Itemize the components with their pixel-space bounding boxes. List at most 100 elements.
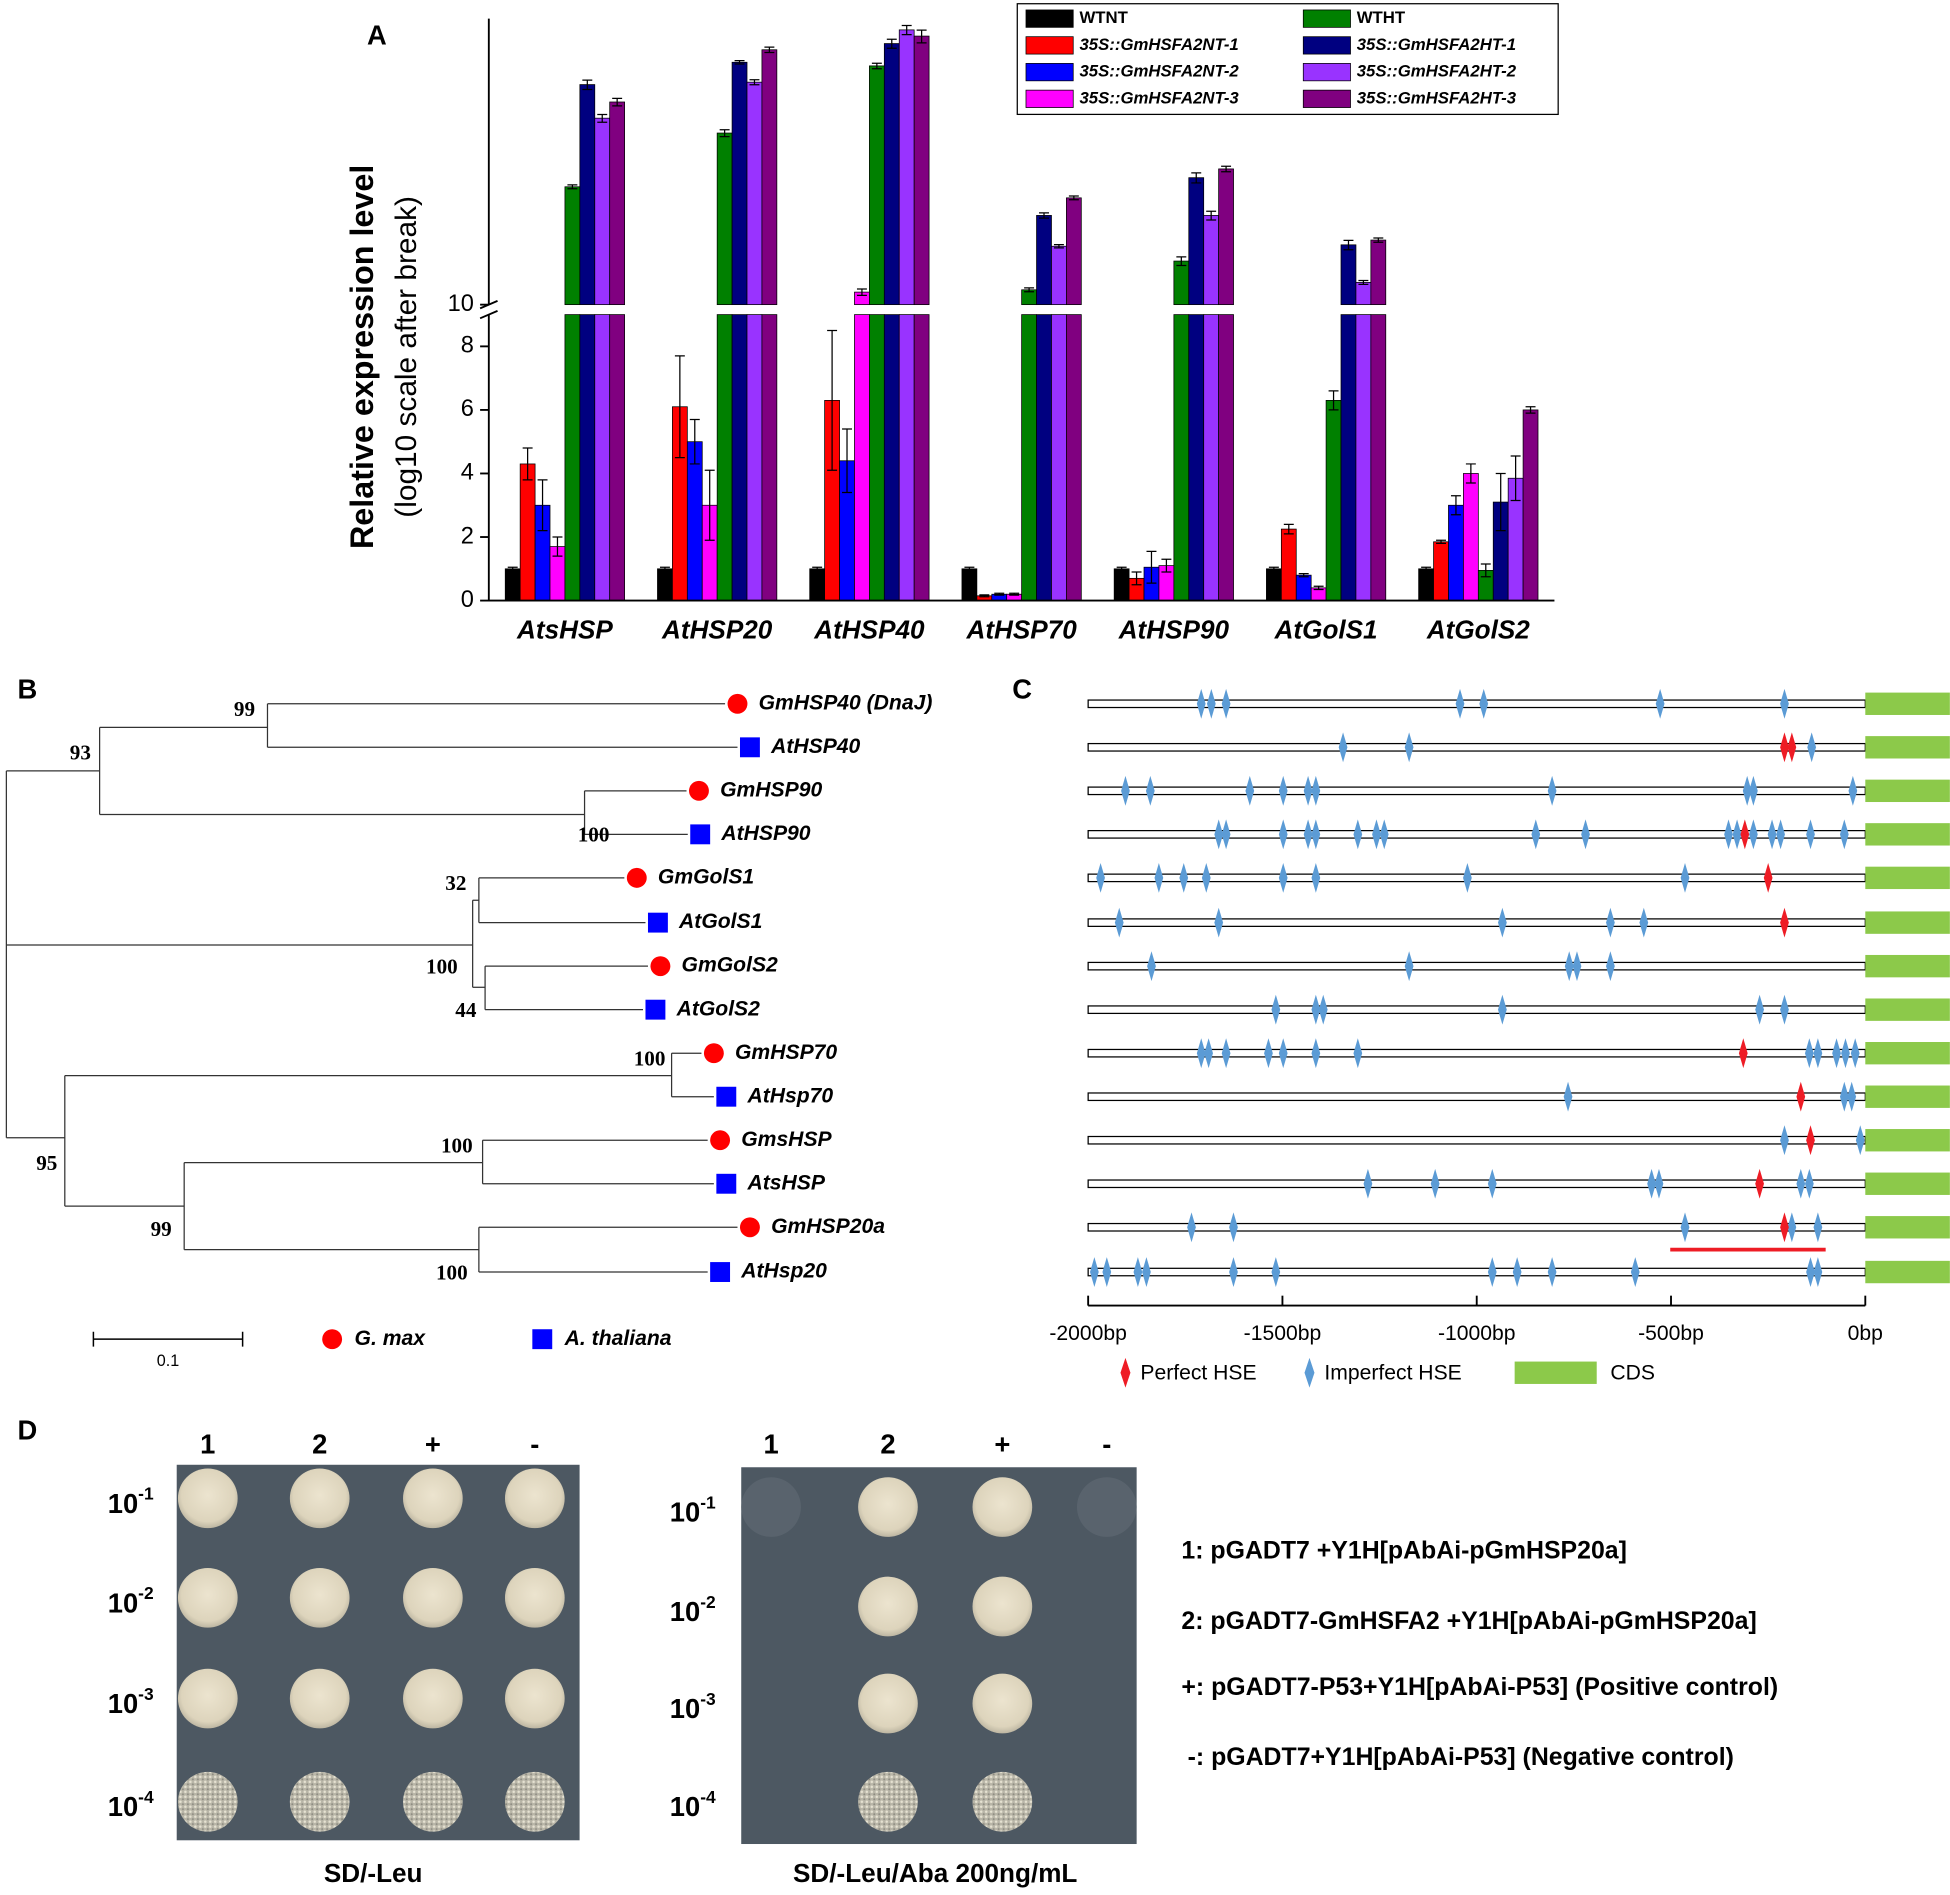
bar-segment bbox=[1355, 314, 1372, 601]
x-tick-label: -1500bp bbox=[1244, 1322, 1322, 1345]
hse-element bbox=[1606, 907, 1615, 938]
hse-element bbox=[1531, 819, 1541, 850]
leaf-label: GmHSP90 bbox=[720, 778, 822, 801]
bootstrap-value: 93 bbox=[70, 741, 91, 765]
dilution-base: 10 bbox=[670, 1596, 700, 1627]
error-bar bbox=[1373, 237, 1384, 243]
hse-element bbox=[1639, 907, 1649, 938]
cds-box bbox=[1865, 1042, 1950, 1065]
dilution-base: 10 bbox=[670, 1497, 700, 1528]
hse-element bbox=[1214, 907, 1224, 938]
bar-segment bbox=[1036, 314, 1052, 601]
hse-element bbox=[1787, 1212, 1797, 1243]
bar-segment bbox=[1295, 574, 1312, 601]
colony-spot bbox=[858, 1477, 918, 1537]
species-marker bbox=[647, 912, 668, 933]
bar bbox=[1280, 528, 1297, 601]
hse-element bbox=[1738, 1038, 1748, 1069]
hse-element bbox=[1806, 1257, 1815, 1287]
bar bbox=[1463, 473, 1479, 601]
dilution-base: 10 bbox=[670, 1791, 700, 1822]
bar bbox=[564, 186, 581, 601]
bar bbox=[504, 568, 521, 601]
hse-element bbox=[1455, 688, 1465, 719]
colony-spot bbox=[858, 1771, 918, 1832]
x-tick-label: AtHSP70 bbox=[965, 615, 1077, 645]
hse-element bbox=[1763, 862, 1773, 893]
bar bbox=[1021, 289, 1037, 601]
bar bbox=[686, 441, 703, 601]
column-label: + bbox=[994, 1428, 1010, 1459]
error-bar bbox=[1068, 195, 1079, 201]
hse-element bbox=[1780, 688, 1789, 719]
plate-caption: SD/-Leu bbox=[324, 1858, 423, 1888]
hse-element bbox=[1179, 862, 1189, 893]
cds-box bbox=[1865, 866, 1950, 890]
hse-element bbox=[1780, 994, 1789, 1025]
y-tick-label: 6 bbox=[461, 396, 474, 422]
construct-key: +: pGADT7-P53+Y1H[pAbAi-P53] (Positive c… bbox=[1181, 1673, 1778, 1701]
bar bbox=[761, 49, 778, 601]
leaf-label: GmHSP20a bbox=[771, 1215, 885, 1238]
error-bar bbox=[1465, 463, 1476, 484]
colony-spot bbox=[1076, 1477, 1137, 1537]
y-axis-label: Relative expression level bbox=[344, 165, 380, 549]
hse-element bbox=[1755, 1168, 1764, 1199]
error-bar bbox=[1053, 244, 1064, 249]
hse-element bbox=[1498, 907, 1507, 938]
bar-segment bbox=[1418, 568, 1434, 601]
bar bbox=[716, 132, 733, 601]
hse-element bbox=[1229, 1212, 1238, 1243]
bar-segment bbox=[1433, 541, 1449, 601]
dilution-base: 10 bbox=[108, 1488, 138, 1519]
bar-segment bbox=[1051, 314, 1067, 601]
hse-element bbox=[1780, 1212, 1789, 1243]
bar-segment bbox=[609, 101, 625, 306]
colony-spot bbox=[504, 1567, 565, 1628]
dilution-label: 10-2 bbox=[670, 1591, 716, 1627]
bar-segment bbox=[1203, 314, 1219, 601]
hse-element bbox=[1804, 1168, 1814, 1199]
error-bar bbox=[1525, 406, 1536, 414]
colony-spot bbox=[504, 1771, 565, 1832]
bar-segment bbox=[594, 117, 611, 306]
dilution-exponent: -1 bbox=[138, 1483, 154, 1503]
hse-element bbox=[1264, 1038, 1273, 1069]
bar-segment bbox=[504, 568, 521, 601]
cds-box bbox=[1865, 1260, 1950, 1284]
cds-box bbox=[1865, 1172, 1950, 1195]
bar-segment bbox=[579, 314, 596, 601]
bar-segment bbox=[898, 29, 915, 306]
legend-swatch bbox=[1025, 63, 1074, 82]
error-bar bbox=[507, 566, 518, 572]
bootstrap-value: 100 bbox=[441, 1134, 473, 1158]
column-label: 1 bbox=[200, 1428, 215, 1459]
bar bbox=[869, 65, 885, 601]
cds-box bbox=[1865, 1085, 1950, 1108]
hse-element bbox=[1278, 1038, 1288, 1069]
hse-element bbox=[1278, 775, 1288, 806]
hse-element bbox=[1221, 819, 1231, 850]
bar-segment bbox=[716, 314, 733, 601]
dilution-label: 10-3 bbox=[108, 1683, 154, 1719]
hse-element bbox=[1796, 1081, 1806, 1112]
hse-element bbox=[1755, 994, 1764, 1025]
dilution-label: 10-4 bbox=[108, 1787, 154, 1823]
legend-label: CDS bbox=[1610, 1362, 1655, 1385]
error-bar bbox=[734, 59, 745, 65]
bar bbox=[898, 29, 915, 601]
bar bbox=[1448, 504, 1464, 601]
hse-element bbox=[1353, 1038, 1363, 1069]
error-bar bbox=[582, 79, 593, 91]
column-label: 2 bbox=[880, 1428, 895, 1459]
species-legend-label: A. thaliana bbox=[564, 1327, 672, 1350]
dilution-exponent: -4 bbox=[138, 1787, 154, 1807]
hse-element bbox=[1311, 862, 1321, 893]
legend-swatch bbox=[1302, 63, 1351, 82]
error-bar bbox=[719, 129, 730, 138]
colony-spot bbox=[858, 1576, 918, 1637]
hse-element bbox=[1740, 819, 1750, 850]
bar bbox=[1173, 260, 1190, 601]
panel-label: D bbox=[18, 1415, 38, 1446]
